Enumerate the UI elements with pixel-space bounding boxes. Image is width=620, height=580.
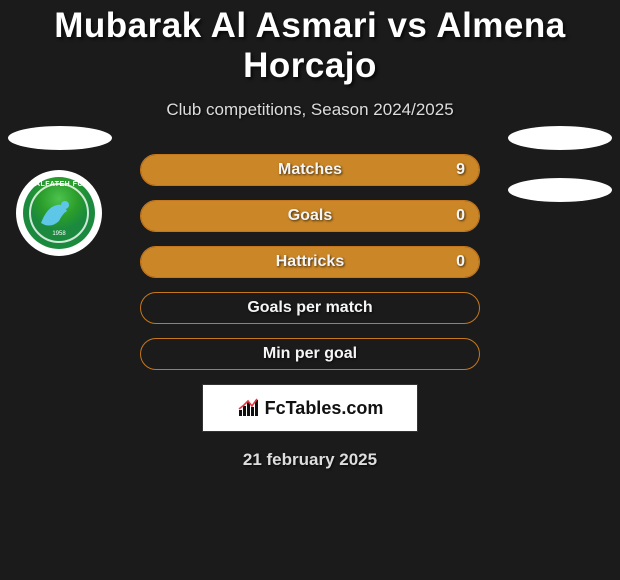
- right-flag-placeholder-2: [508, 178, 612, 202]
- stat-label: Matches: [141, 155, 479, 185]
- stat-row: Goals0: [140, 200, 480, 232]
- right-flag-placeholder-1: [508, 126, 612, 150]
- badge-figure-icon: [37, 197, 77, 229]
- stat-label: Hattricks: [141, 247, 479, 277]
- left-club-badge: ALFATEH FC 1958: [16, 170, 102, 256]
- stat-row: Goals per match: [140, 292, 480, 324]
- stat-row: Min per goal: [140, 338, 480, 370]
- stat-label: Goals per match: [141, 293, 479, 323]
- left-player-column: ALFATEH FC 1958: [8, 126, 112, 256]
- badge-year: 1958: [23, 231, 95, 237]
- stat-value: 0: [456, 247, 465, 277]
- stat-value: 0: [456, 201, 465, 231]
- date-text: 21 february 2025: [0, 450, 620, 470]
- stat-value: 9: [456, 155, 465, 185]
- bars-icon: [237, 398, 261, 418]
- right-player-column: [508, 126, 612, 230]
- page-title: Mubarak Al Asmari vs Almena Horcajo: [0, 6, 620, 86]
- stat-label: Goals: [141, 201, 479, 231]
- stat-label: Min per goal: [141, 339, 479, 369]
- stats-list: Matches9Goals0Hattricks0Goals per matchM…: [140, 154, 480, 370]
- promo-banner[interactable]: FcTables.com: [202, 384, 418, 432]
- promo-text: FcTables.com: [265, 398, 384, 419]
- stat-row: Matches9: [140, 154, 480, 186]
- subtitle: Club competitions, Season 2024/2025: [0, 100, 620, 120]
- left-flag-placeholder: [8, 126, 112, 150]
- stat-row: Hattricks0: [140, 246, 480, 278]
- badge-top-text: ALFATEH FC: [23, 181, 95, 188]
